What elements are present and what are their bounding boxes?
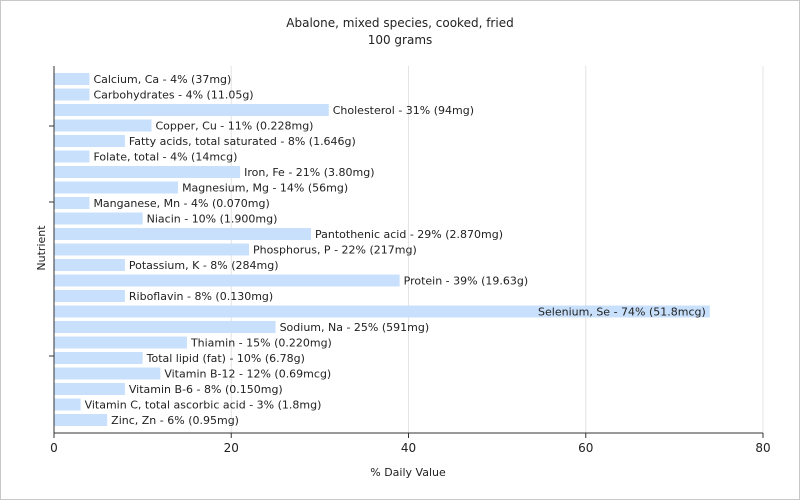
- x-ticks: 0 20 40 60 80: [50, 433, 771, 455]
- bar-label: Manganese, Mn - 4% (0.070mg): [93, 197, 269, 210]
- bar-label: Folate, total - 4% (14mcg): [93, 151, 237, 164]
- bar-label: Fatty acids, total saturated - 8% (1.646…: [129, 135, 356, 148]
- bars: [54, 73, 710, 426]
- bar-label: Carbohydrates - 4% (11.05g): [93, 89, 253, 102]
- bar-label: Pantothenic acid - 29% (2.870mg): [315, 228, 503, 241]
- x-tick-label: 40: [401, 441, 416, 455]
- bar: [54, 135, 125, 147]
- x-tick-label: 80: [755, 441, 770, 455]
- bar: [54, 197, 90, 209]
- bar: [54, 383, 125, 395]
- bar-label: Niacin - 10% (1.900mg): [147, 213, 278, 226]
- bar: [54, 150, 90, 163]
- bar-label: Vitamin C, total ascorbic acid - 3% (1.8…: [85, 399, 322, 412]
- bar-label: Thiamin - 15% (0.220mg): [190, 337, 332, 350]
- bar-label: Potassium, K - 8% (284mg): [129, 259, 279, 272]
- x-tick-label: 60: [578, 441, 593, 455]
- bar: [54, 212, 143, 225]
- bar: [54, 104, 329, 116]
- x-tick-label: 0: [50, 441, 58, 455]
- bar: [54, 352, 143, 364]
- bar: [54, 243, 249, 256]
- bar: [54, 88, 90, 101]
- bar-label: Vitamin B-12 - 12% (0.69mcg): [164, 368, 331, 381]
- bar-label: Sodium, Na - 25% (591mg): [280, 321, 430, 334]
- y-axis-label: Nutrient: [35, 225, 48, 271]
- bar: [54, 119, 152, 132]
- bar-label: Zinc, Zn - 6% (0.95mg): [111, 414, 239, 427]
- bar: [54, 367, 161, 380]
- gridlines: [230, 66, 764, 433]
- bar-label: Copper, Cu - 11% (0.228mg): [155, 120, 313, 133]
- bar: [54, 290, 125, 302]
- bar: [54, 398, 81, 411]
- bar: [54, 73, 90, 85]
- bar: [54, 259, 125, 271]
- x-axis-label: % Daily Value: [370, 466, 446, 479]
- x-tick-label: 20: [224, 441, 239, 455]
- bar-label: Magnesium, Mg - 14% (56mg): [182, 182, 348, 195]
- bar-label: Phosphorus, P - 22% (217mg): [253, 244, 417, 257]
- bar: [54, 321, 276, 333]
- bar-label: Protein - 39% (19.63g): [404, 275, 529, 288]
- bar: [54, 414, 108, 426]
- bar-label: Vitamin B-6 - 8% (0.150mg): [129, 383, 283, 396]
- bar: [54, 228, 312, 240]
- bar: [54, 305, 710, 318]
- bar-label: Selenium, Se - 74% (51.8mcg): [538, 306, 706, 319]
- bar-label: Total lipid (fat) - 10% (6.78g): [146, 352, 305, 365]
- bar-labels: Calcium, Ca - 4% (37mg) Carbohydrates - 4…: [85, 73, 706, 427]
- bar-label: Cholesterol - 31% (94mg): [333, 104, 474, 117]
- bar: [54, 181, 179, 194]
- bar-label: Riboflavin - 8% (0.130mg): [129, 290, 273, 303]
- bar: [54, 274, 400, 287]
- chart-subtitle: 100 grams: [367, 33, 433, 47]
- bar-label: Calcium, Ca - 4% (37mg): [93, 73, 231, 86]
- chart-title: Abalone, mixed species, cooked, fried: [286, 16, 514, 30]
- bar: [54, 336, 187, 349]
- bar-label: Iron, Fe - 21% (3.80mg): [244, 166, 374, 179]
- bar: [54, 166, 241, 178]
